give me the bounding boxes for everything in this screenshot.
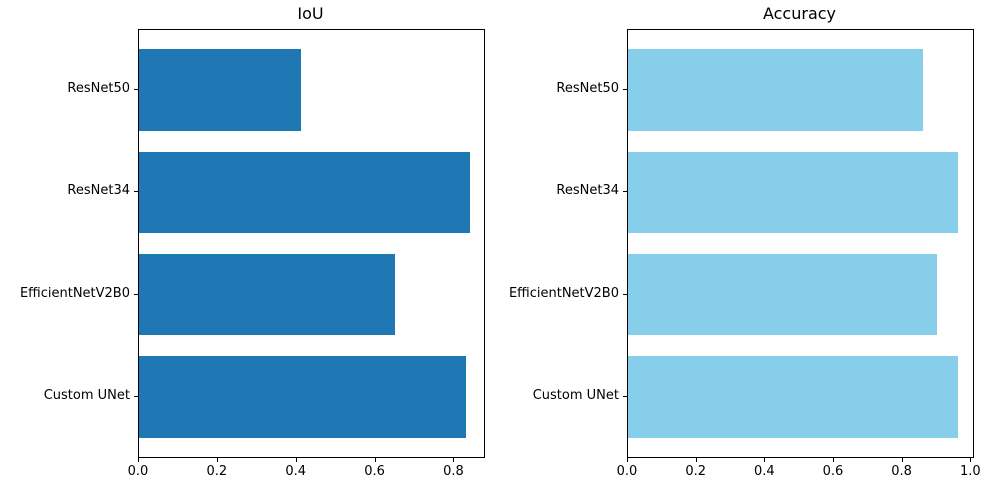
- bar-resnet34: [628, 151, 958, 234]
- y-tick-mark: [623, 89, 627, 91]
- x-tick-mark: [627, 458, 628, 462]
- chart-title-accuracy: Accuracy: [762, 4, 837, 23]
- y-tick-mark: [134, 191, 138, 193]
- y-tick-mark: [134, 89, 138, 91]
- y-tick-label: ResNet34: [67, 183, 130, 199]
- y-tick-label: ResNet34: [556, 183, 619, 199]
- x-tick-mark: [138, 458, 139, 462]
- x-tick-label: 0.6: [364, 464, 385, 479]
- x-tick-mark: [970, 458, 972, 462]
- x-tick-mark: [832, 458, 834, 462]
- bar-efficientnetv2b0: [628, 253, 937, 336]
- bar-efficientnetv2b0: [139, 253, 396, 336]
- y-tick-label: ResNet50: [556, 81, 619, 97]
- y-tick-mark: [623, 191, 627, 193]
- plot-area-accuracy: [627, 29, 974, 458]
- chart-title-iou: IoU: [297, 4, 324, 23]
- bar-resnet34: [139, 151, 471, 234]
- x-tick-mark: [216, 458, 218, 462]
- bar-custom-unet: [139, 355, 467, 438]
- x-tick-label: 0.8: [891, 464, 912, 479]
- bar-custom-unet: [628, 355, 958, 438]
- x-tick-label: 0.4: [285, 464, 307, 479]
- x-tick-label: 0.0: [127, 464, 149, 479]
- x-tick-mark: [453, 458, 455, 462]
- y-tick-mark: [134, 395, 138, 397]
- x-tick-label: 0.6: [822, 464, 844, 479]
- y-tick-label: Custom UNet: [532, 387, 619, 403]
- x-tick-mark: [695, 458, 697, 462]
- x-tick-label: 1.0: [959, 464, 981, 479]
- y-tick-label: EfficientNetV2B0: [508, 285, 619, 301]
- plot-area-iou: [138, 29, 485, 458]
- y-tick-mark: [134, 293, 138, 295]
- x-tick-label: 0.4: [753, 464, 775, 479]
- x-tick-mark: [374, 458, 376, 462]
- x-tick-label: 0.0: [616, 464, 638, 479]
- bar-resnet50: [628, 49, 924, 132]
- y-tick-label: ResNet50: [67, 81, 130, 97]
- y-tick-mark: [623, 395, 627, 397]
- y-tick-label: Custom UNet: [43, 387, 130, 403]
- y-tick-mark: [623, 293, 627, 295]
- y-tick-label: EfficientNetV2B0: [19, 285, 130, 301]
- x-tick-mark: [901, 458, 903, 462]
- x-tick-label: 0.2: [206, 464, 228, 479]
- bar-resnet50: [139, 49, 301, 132]
- x-tick-label: 0.8: [443, 464, 464, 479]
- x-tick-mark: [295, 458, 297, 462]
- x-tick-label: 0.2: [685, 464, 706, 479]
- x-tick-mark: [764, 458, 766, 462]
